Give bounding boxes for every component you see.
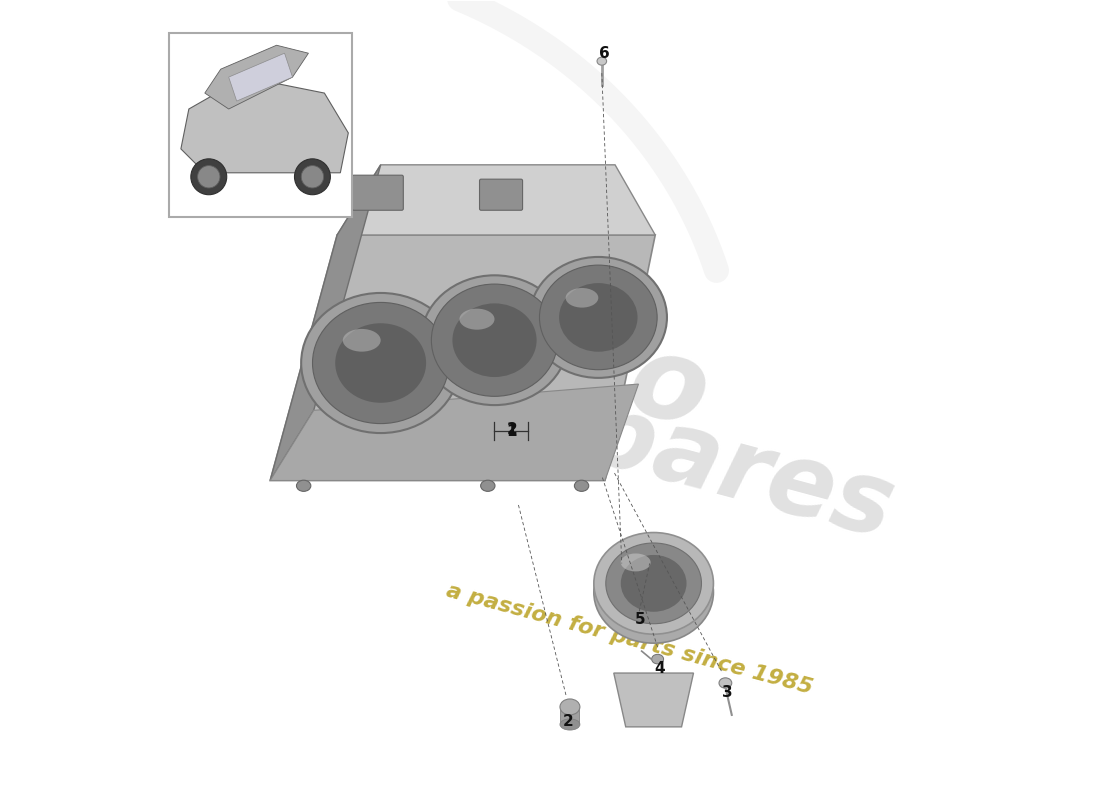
Text: euro: euro: [410, 269, 722, 452]
Ellipse shape: [431, 284, 558, 396]
Text: spares: spares: [516, 368, 903, 559]
Polygon shape: [271, 384, 638, 481]
Ellipse shape: [606, 543, 702, 624]
Polygon shape: [271, 235, 656, 481]
Ellipse shape: [651, 654, 663, 664]
FancyBboxPatch shape: [480, 179, 522, 210]
Ellipse shape: [719, 678, 732, 688]
Ellipse shape: [594, 542, 714, 643]
Polygon shape: [229, 54, 293, 101]
Text: a passion for parts since 1985: a passion for parts since 1985: [444, 581, 815, 698]
Text: 5: 5: [635, 612, 646, 626]
Ellipse shape: [191, 159, 227, 194]
Ellipse shape: [559, 283, 638, 352]
Ellipse shape: [597, 57, 606, 65]
Ellipse shape: [594, 533, 714, 634]
Ellipse shape: [460, 309, 495, 330]
Ellipse shape: [620, 554, 650, 571]
Polygon shape: [337, 165, 656, 235]
Text: 4: 4: [653, 661, 664, 676]
Ellipse shape: [481, 480, 495, 491]
Ellipse shape: [312, 302, 449, 423]
Ellipse shape: [574, 480, 589, 491]
Text: 3: 3: [723, 685, 733, 700]
Ellipse shape: [343, 329, 381, 352]
Ellipse shape: [301, 166, 323, 188]
Bar: [560, 707, 580, 725]
Ellipse shape: [297, 480, 311, 491]
Polygon shape: [205, 46, 308, 109]
Ellipse shape: [452, 303, 537, 377]
Ellipse shape: [301, 293, 460, 433]
Text: 6: 6: [598, 46, 609, 61]
Polygon shape: [180, 77, 349, 173]
Ellipse shape: [198, 166, 220, 188]
Ellipse shape: [539, 265, 657, 370]
Text: 2: 2: [506, 422, 517, 437]
Ellipse shape: [295, 159, 330, 194]
Polygon shape: [271, 165, 381, 481]
Ellipse shape: [620, 555, 686, 612]
Ellipse shape: [560, 719, 580, 730]
Ellipse shape: [565, 288, 598, 308]
Bar: [169, 34, 352, 217]
Text: 2: 2: [563, 714, 574, 729]
Ellipse shape: [560, 699, 580, 715]
Ellipse shape: [421, 275, 569, 405]
Ellipse shape: [530, 257, 667, 378]
Text: 1: 1: [506, 424, 517, 439]
Ellipse shape: [336, 323, 426, 402]
Polygon shape: [614, 673, 693, 727]
FancyBboxPatch shape: [352, 175, 404, 210]
